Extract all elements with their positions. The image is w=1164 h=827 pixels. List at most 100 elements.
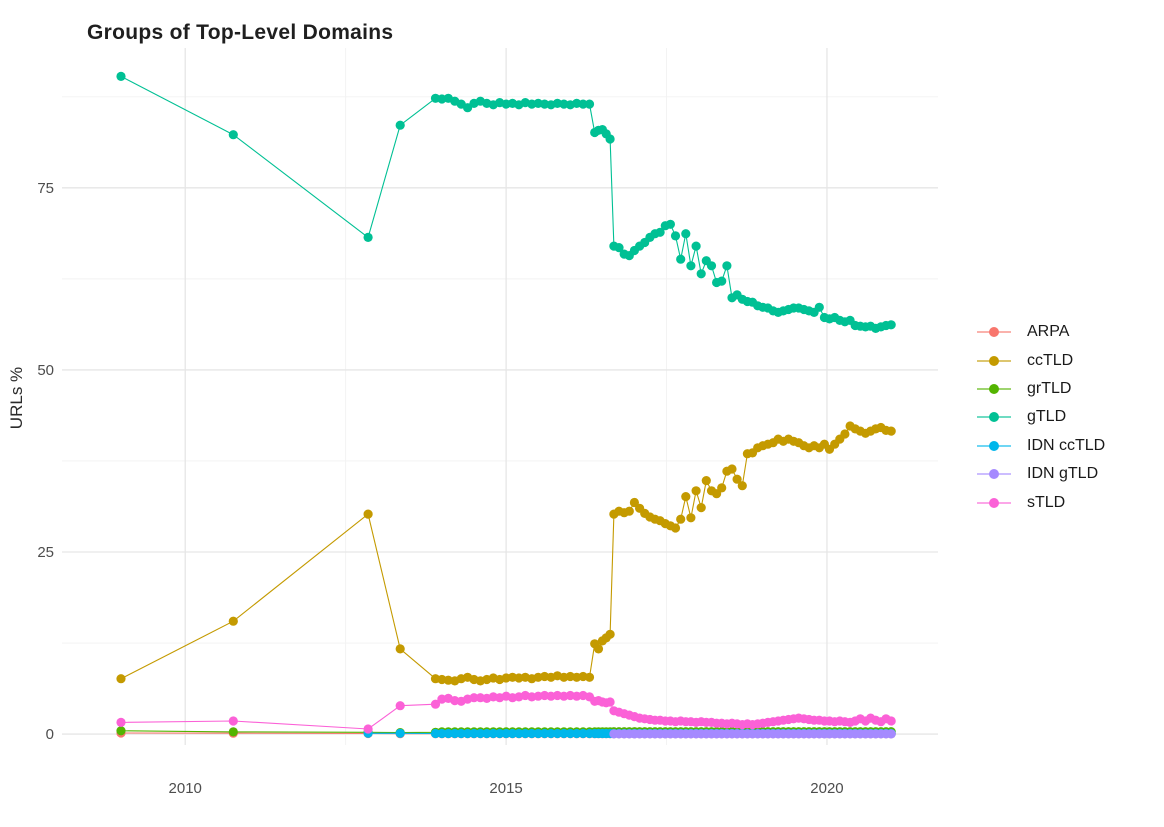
series-idn-gtld (609, 729, 896, 739)
data-point (886, 320, 896, 330)
data-point (228, 727, 238, 737)
data-point (395, 120, 405, 130)
data-point (605, 697, 615, 707)
data-point (686, 261, 696, 271)
data-point (814, 302, 824, 312)
data-point (527, 728, 537, 739)
legend-key-dot (989, 383, 999, 394)
data-point (670, 523, 681, 533)
data-point (727, 464, 737, 474)
data-point (676, 514, 686, 524)
data-point (469, 728, 479, 739)
data-point (437, 728, 447, 739)
legend-label: gTLD (1027, 408, 1067, 426)
data-point (840, 429, 850, 439)
data-point (228, 616, 238, 626)
data-point (886, 729, 896, 739)
data-point (665, 219, 676, 229)
data-point (605, 134, 615, 144)
data-point (430, 699, 441, 709)
data-point (520, 728, 530, 739)
data-point (533, 728, 543, 739)
data-point (395, 701, 405, 711)
data-point (363, 509, 373, 519)
data-point (116, 71, 126, 81)
series-cctld (116, 421, 896, 686)
data-point (572, 728, 582, 739)
data-point (670, 231, 681, 241)
data-point (456, 728, 466, 739)
legend-item-arpa: ARPA (976, 318, 1105, 346)
data-point (584, 672, 595, 682)
data-point (722, 261, 732, 271)
data-point (701, 476, 711, 486)
legend-item-gtld: gTLD (976, 403, 1105, 431)
data-point (395, 728, 405, 738)
y-tick-label: 50 (37, 362, 54, 379)
data-point (593, 644, 604, 654)
legend-label: grTLD (1027, 379, 1072, 397)
legend-key-dot (989, 440, 999, 451)
data-point (116, 717, 126, 728)
legend-item-idn-cctld: IDN ccTLD (976, 432, 1105, 460)
series-stld (116, 690, 896, 734)
legend-item-grtld: grTLD (976, 375, 1105, 403)
data-point (430, 728, 441, 739)
data-point (717, 276, 727, 286)
data-point (228, 130, 238, 140)
data-point (655, 227, 665, 237)
legend-key-dot (989, 355, 999, 366)
legend-key-icon (977, 497, 1011, 508)
data-point (116, 726, 126, 736)
chart-title: Groups of Top-Level Domains (87, 21, 394, 45)
data-point (737, 481, 747, 491)
data-point (732, 474, 742, 484)
data-point (507, 728, 518, 739)
legend-label: ARPA (1027, 323, 1070, 341)
data-point (578, 728, 588, 739)
x-tick-label: 2020 (810, 780, 843, 797)
data-point (691, 486, 701, 496)
data-point (475, 728, 485, 739)
legend-label: ccTLD (1027, 351, 1074, 369)
data-point (363, 724, 373, 734)
data-point (540, 728, 550, 739)
data-point (482, 728, 492, 739)
data-point (228, 716, 238, 726)
legend-label: sTLD (1027, 493, 1066, 511)
data-point (514, 728, 524, 739)
data-point (681, 492, 691, 502)
data-point (681, 229, 691, 239)
legend-key-icon (977, 440, 1011, 451)
x-tick-label: 2010 (169, 780, 202, 797)
legend-key-dot (989, 327, 999, 338)
legend: ARPA ccTLD grTLD gTLD IDN ccTLD IDN gTLD sTLD (976, 318, 1105, 517)
y-tick-label: 25 (37, 544, 54, 561)
data-point (469, 693, 479, 703)
data-point (886, 716, 896, 726)
data-point (450, 728, 460, 739)
data-point (691, 241, 701, 251)
data-point (495, 728, 505, 739)
data-point (559, 728, 569, 739)
data-point (706, 261, 717, 271)
legend-key-icon (977, 355, 1011, 366)
legend-key-dot (989, 497, 999, 508)
data-point (676, 254, 686, 264)
data-point (578, 99, 588, 109)
data-point (696, 503, 706, 513)
series-gtld (116, 71, 896, 333)
legend-key-icon (977, 383, 1011, 394)
data-point (686, 513, 696, 523)
data-point (584, 99, 595, 109)
legend-key-icon (977, 469, 1011, 480)
data-point (116, 674, 126, 684)
data-point (443, 728, 453, 739)
data-point (696, 269, 706, 279)
data-point (565, 728, 575, 739)
data-point (605, 629, 615, 639)
legend-key-dot (989, 469, 999, 480)
data-point (395, 644, 405, 654)
data-point (463, 728, 473, 739)
